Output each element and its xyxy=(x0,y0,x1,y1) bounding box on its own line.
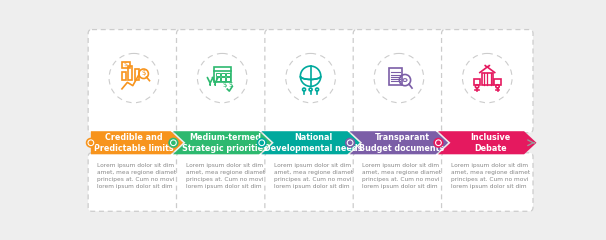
Bar xyxy=(221,73,225,76)
FancyBboxPatch shape xyxy=(265,30,356,133)
Text: Credible and
Predictable limits: Credible and Predictable limits xyxy=(94,133,174,153)
Circle shape xyxy=(87,138,95,147)
Circle shape xyxy=(346,138,355,147)
Circle shape xyxy=(434,138,443,147)
Polygon shape xyxy=(91,131,183,154)
Bar xyxy=(474,79,480,84)
Polygon shape xyxy=(261,131,360,154)
Circle shape xyxy=(171,140,176,145)
FancyBboxPatch shape xyxy=(88,30,179,133)
Bar xyxy=(128,66,132,80)
Bar xyxy=(122,72,126,80)
Bar xyxy=(221,78,225,81)
Circle shape xyxy=(436,140,441,145)
Bar xyxy=(122,62,130,68)
Circle shape xyxy=(258,138,266,147)
FancyBboxPatch shape xyxy=(176,30,268,133)
Text: Lorem ipsum dolor sit dim
amet, mea regione diamet
principes at. Cum no movi
lor: Lorem ipsum dolor sit dim amet, mea regi… xyxy=(451,163,530,189)
Bar xyxy=(482,72,493,84)
FancyBboxPatch shape xyxy=(176,153,268,211)
Bar xyxy=(227,78,230,81)
FancyBboxPatch shape xyxy=(353,30,445,133)
Text: Inclusive
Debate: Inclusive Debate xyxy=(470,133,510,153)
Text: Transparant
Budget documents: Transparant Budget documents xyxy=(359,133,445,153)
Text: $: $ xyxy=(228,82,233,88)
Bar xyxy=(135,69,139,80)
Text: National
Developmental needs: National Developmental needs xyxy=(264,133,363,153)
Polygon shape xyxy=(173,131,271,154)
Bar xyxy=(214,67,231,82)
Bar xyxy=(216,78,219,81)
FancyBboxPatch shape xyxy=(442,30,533,133)
Text: Lorem ipsum dolor sit dim
amet, mea regione diamet
principes at. Cum no movi
lor: Lorem ipsum dolor sit dim amet, mea regi… xyxy=(362,163,442,189)
Polygon shape xyxy=(438,131,536,154)
Text: Medium-termed
Strategic priorities: Medium-termed Strategic priorities xyxy=(182,133,268,153)
FancyBboxPatch shape xyxy=(353,153,445,211)
Text: Lorem ipsum dolor sit dim
amet, mea regione diamet
principes at. Cum no movi
lor: Lorem ipsum dolor sit dim amet, mea regi… xyxy=(98,163,176,189)
Circle shape xyxy=(259,140,264,145)
Bar xyxy=(227,73,230,76)
Polygon shape xyxy=(350,131,448,154)
Text: $: $ xyxy=(141,70,146,76)
Text: $: $ xyxy=(124,62,128,67)
Text: Lorem ipsum dolor sit dim
amet, mea regione diamet
principes at. Cum no movi
lor: Lorem ipsum dolor sit dim amet, mea regi… xyxy=(274,163,353,189)
FancyBboxPatch shape xyxy=(442,153,533,211)
Bar xyxy=(494,79,501,84)
Circle shape xyxy=(169,138,178,147)
Circle shape xyxy=(88,140,93,145)
Bar xyxy=(216,73,219,76)
Text: $: $ xyxy=(222,82,227,88)
FancyBboxPatch shape xyxy=(265,153,356,211)
Circle shape xyxy=(348,140,353,145)
Bar xyxy=(389,68,402,85)
Text: Lorem ipsum dolor sit dim
amet, mea regione diamet
principes at. Cum no movi
lor: Lorem ipsum dolor sit dim amet, mea regi… xyxy=(186,163,265,189)
FancyBboxPatch shape xyxy=(88,153,179,211)
